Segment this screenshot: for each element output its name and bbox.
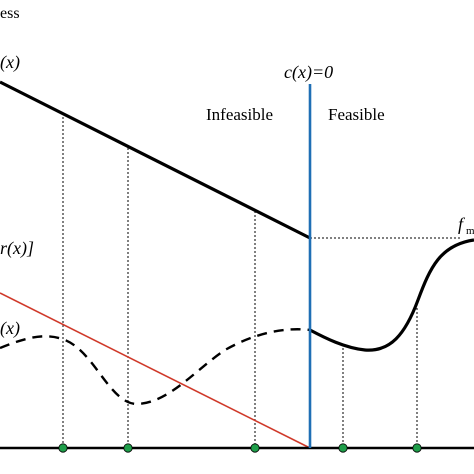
objective-label: (x) [0, 52, 20, 73]
feasible-label: Feasible [328, 105, 385, 124]
axis-marker-4 [338, 443, 348, 453]
dashed-curve-label: (x) [0, 318, 20, 339]
fitness-label-fragment: ess [0, 5, 20, 22]
objective-line-infeasible [0, 80, 311, 240]
feasible-curve [309, 238, 474, 352]
fmax-sub-label: m [466, 225, 474, 237]
axis-marker-2 [123, 443, 133, 453]
axis-marker-1 [58, 443, 68, 453]
infeasible-label: Infeasible [206, 105, 273, 124]
penalty-line [0, 292, 311, 449]
fmax-label: f [458, 214, 466, 234]
dashed-curve [0, 328, 311, 406]
axis-marker-3 [250, 443, 260, 453]
constraint-label: c(x)=0 [284, 62, 333, 83]
penalty-label-fragment: r(x)] [0, 238, 34, 259]
axis-marker-5 [412, 443, 422, 453]
